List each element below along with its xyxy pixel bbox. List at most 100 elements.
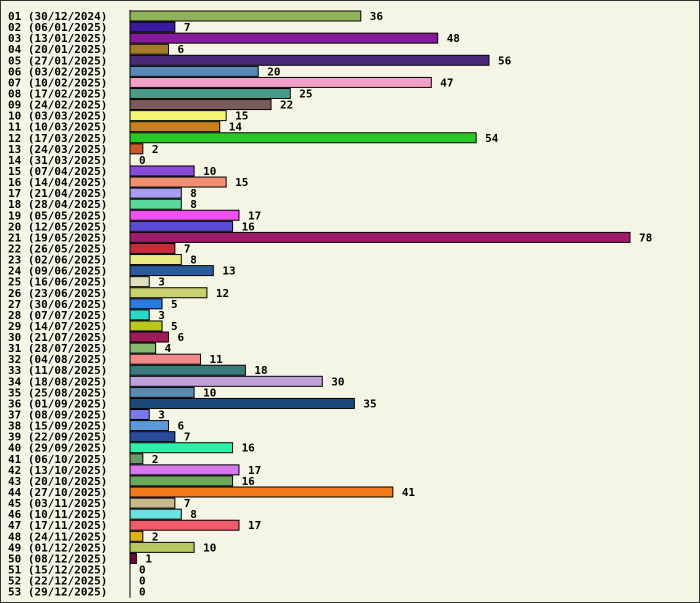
value-label: 47 (440, 76, 453, 89)
bar (129, 320, 163, 332)
category-label: 46 (10/11/2025) (8, 508, 107, 521)
bar (129, 453, 144, 465)
bar (129, 121, 221, 133)
category-label: 52 (22/12/2025) (8, 575, 107, 588)
category-label: 34 (18/08/2025) (8, 375, 107, 388)
category-label: 25 (16/06/2025) (8, 276, 107, 289)
bar (129, 420, 169, 432)
category-label: 24 (09/06/2025) (8, 265, 107, 278)
value-label: 18 (254, 364, 267, 377)
category-label: 51 (15/12/2025) (8, 564, 107, 577)
bar (129, 298, 163, 310)
value-label: 30 (331, 375, 344, 388)
bar (129, 32, 439, 44)
value-label: 0 (139, 564, 146, 577)
category-label: 19 (05/05/2025) (8, 209, 107, 222)
bar (129, 110, 227, 122)
category-label: 14 (31/03/2025) (8, 154, 107, 167)
value-label: 8 (190, 187, 197, 200)
category-label: 26 (23/06/2025) (8, 287, 107, 300)
value-label: 78 (639, 231, 652, 244)
value-label: 8 (190, 254, 197, 267)
value-label: 13 (222, 265, 235, 278)
category-label: 42 (13/10/2025) (8, 464, 107, 477)
value-label: 2 (152, 453, 159, 466)
value-label: 25 (299, 87, 312, 100)
category-label: 41 (06/10/2025) (8, 453, 107, 466)
value-label: 16 (242, 220, 256, 233)
category-label: 36 (01/09/2025) (8, 397, 107, 410)
value-label: 3 (158, 409, 165, 422)
category-label: 02 (06/01/2025) (8, 21, 107, 34)
value-label: 10 (203, 165, 216, 178)
value-label: 7 (184, 431, 191, 444)
bar (129, 464, 240, 476)
category-label: 13 (24/03/2025) (8, 143, 107, 156)
category-label: 16 (14/04/2025) (8, 176, 107, 189)
category-label: 53 (29/12/2025) (8, 586, 107, 599)
category-label: 27 (30/06/2025) (8, 298, 107, 311)
bar (129, 198, 182, 210)
value-label: 48 (447, 32, 460, 45)
bar (129, 353, 202, 365)
value-label: 56 (498, 54, 512, 67)
value-label: 35 (363, 397, 376, 410)
bar (129, 10, 362, 22)
bar (129, 231, 631, 243)
value-label: 11 (210, 353, 224, 366)
category-label: 21 (19/05/2025) (8, 231, 107, 244)
bar (129, 287, 208, 299)
value-label: 17 (248, 209, 261, 222)
category-label: 06 (03/02/2025) (8, 65, 107, 78)
category-label: 05 (27/01/2025) (8, 54, 107, 67)
bar (129, 242, 176, 254)
category-label: 39 (22/09/2025) (8, 431, 107, 444)
bar (129, 21, 176, 33)
value-label: 22 (280, 99, 293, 112)
category-label: 40 (29/09/2025) (8, 442, 107, 455)
value-label: 0 (139, 575, 146, 588)
category-label: 38 (15/09/2025) (8, 420, 107, 433)
bar (129, 254, 182, 266)
bar (129, 209, 240, 221)
value-label: 15 (235, 110, 248, 123)
value-label: 4 (165, 342, 172, 355)
category-label: 49 (01/12/2025) (8, 541, 107, 554)
bar (129, 519, 240, 531)
value-label: 10 (203, 386, 216, 399)
bar (129, 54, 490, 66)
bar (129, 187, 182, 199)
bar (129, 409, 150, 421)
value-label: 2 (152, 530, 159, 543)
value-label: 5 (171, 320, 178, 333)
category-label: 44 (27/10/2025) (8, 486, 107, 499)
value-label: 16 (242, 475, 256, 488)
bar (129, 76, 432, 88)
value-label: 10 (203, 541, 216, 554)
category-label: 10 (03/03/2025) (8, 110, 107, 123)
bar (129, 386, 195, 398)
bar (129, 508, 182, 520)
bar (129, 541, 195, 553)
category-label: 43 (20/10/2025) (8, 475, 107, 488)
category-label: 33 (11/08/2025) (8, 364, 107, 377)
bar (129, 176, 227, 188)
bar (129, 165, 195, 177)
value-label: 7 (184, 242, 191, 255)
category-label: 20 (12/05/2025) (8, 220, 107, 233)
category-label: 29 (14/07/2025) (8, 320, 107, 333)
bar (129, 530, 144, 542)
value-label: 17 (248, 464, 261, 477)
value-label: 16 (242, 442, 256, 455)
category-label: 08 (17/02/2025) (8, 87, 107, 100)
category-label: 35 (25/08/2025) (8, 386, 107, 399)
value-label: 5 (171, 298, 178, 311)
value-label: 7 (184, 497, 191, 510)
category-label: 15 (07/04/2025) (8, 165, 107, 178)
category-label: 37 (08/09/2025) (8, 409, 107, 422)
value-label: 14 (229, 121, 243, 134)
value-label: 3 (158, 309, 165, 322)
bar (129, 87, 291, 99)
bar (129, 99, 272, 111)
category-label: 28 (07/07/2025) (8, 309, 107, 322)
